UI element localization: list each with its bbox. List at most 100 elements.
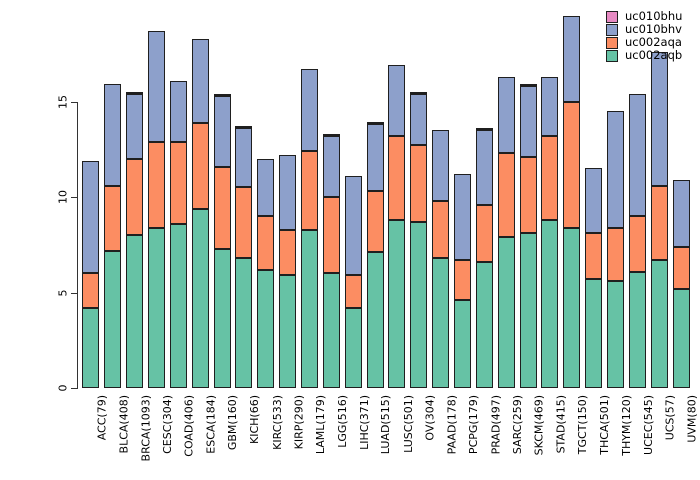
y-tick-label: 15	[56, 94, 70, 109]
bar-group-gbm	[211, 14, 233, 388]
segment-uc010bhv	[563, 15, 581, 102]
segment-uc010bhv	[607, 111, 625, 228]
x-label-cell: UVM(80)	[670, 395, 699, 480]
segment-uc010bhv	[454, 174, 472, 261]
segment-uc010bhv	[519, 86, 537, 157]
bar-group-kich	[233, 14, 255, 388]
stacked-bar	[322, 133, 340, 388]
stacked-bar	[388, 65, 406, 388]
segment-uc002aqb	[169, 223, 187, 388]
x-label-cell: PCPG(179)	[452, 395, 480, 480]
segment-uc002aqa	[235, 187, 253, 259]
y-tick-label: 5	[56, 289, 70, 296]
segment-uc002aqa	[104, 185, 122, 251]
segment-uc010bhu	[213, 93, 231, 96]
x-label-cell: SARC(259)	[495, 395, 524, 480]
stacked-bar	[82, 160, 100, 388]
y-tick	[71, 388, 77, 389]
x-label-cell: THYM(120)	[605, 395, 633, 480]
legend-label: uc002aqa	[625, 35, 682, 49]
stacked-bar	[235, 126, 253, 388]
bar-group-prad	[473, 14, 495, 388]
segment-uc002aqa	[628, 216, 646, 272]
segment-uc002aqa	[322, 197, 340, 274]
x-label-cell: OV(304)	[408, 395, 436, 480]
segment-uc002aqa	[475, 204, 493, 262]
segment-uc010bhv	[650, 51, 668, 186]
x-label-cell: PAAD(178)	[430, 395, 458, 480]
stacked-bar	[563, 15, 581, 388]
segment-uc002aqa	[454, 260, 472, 301]
x-label-cell: BRCA(1093)	[124, 395, 152, 480]
x-label-cell: LAML(179)	[299, 395, 327, 480]
y-tick-label: 10	[56, 190, 70, 204]
bar-group-brca	[124, 14, 146, 388]
segment-uc002aqb	[497, 237, 515, 388]
segment-uc002aqb	[148, 227, 165, 388]
legend-entry-uc010bhv: uc010bhv	[606, 23, 682, 36]
segment-uc002aqa	[279, 229, 297, 276]
stacked-bar	[519, 84, 537, 388]
segment-uc002aqa	[213, 166, 231, 249]
segment-uc010bhv	[388, 65, 406, 136]
segment-uc002aqa	[672, 246, 690, 289]
x-label-cell: SKCM(469)	[517, 395, 546, 480]
x-label-cell: BLCA(408)	[102, 395, 130, 480]
bar-group-blca	[102, 14, 124, 388]
segment-uc002aqa	[148, 141, 165, 228]
x-label-cell: KICH(66)	[233, 395, 261, 480]
segment-uc010bhu	[235, 126, 253, 129]
legend-swatch-uc010bhu	[606, 10, 618, 23]
segment-uc002aqb	[432, 258, 450, 388]
segment-uc002aqb	[607, 281, 625, 388]
bar-group-skcm	[517, 14, 539, 388]
stacked-bar	[607, 111, 625, 388]
segment-uc002aqb	[650, 260, 668, 388]
x-label-cell: KIRC(533)	[255, 395, 283, 480]
segment-uc010bhu	[410, 91, 428, 94]
segment-uc002aqa	[585, 233, 603, 280]
legend-label: uc010bhv	[625, 22, 682, 36]
segment-uc002aqb	[585, 279, 603, 388]
segment-uc010bhv	[148, 30, 165, 142]
segment-uc002aqb	[628, 271, 646, 388]
segment-uc002aqb	[475, 261, 493, 388]
stacked-bar	[257, 158, 275, 388]
stacked-bar	[301, 69, 319, 388]
segment-uc010bhu	[366, 122, 384, 125]
segment-uc002aqb	[563, 227, 581, 388]
segment-uc002aqa	[388, 135, 406, 220]
segment-uc002aqa	[519, 156, 537, 234]
stacked-bar	[497, 76, 515, 388]
segment-uc002aqa	[366, 191, 384, 253]
bar-group-thym	[605, 14, 627, 388]
bar-group-lusc	[386, 14, 408, 388]
x-label-cell: LUAD(515)	[364, 395, 393, 480]
segment-uc002aqb	[235, 258, 253, 388]
stacked-bar	[279, 155, 297, 388]
segment-uc002aqa	[82, 273, 100, 308]
bar-group-ov	[408, 14, 430, 388]
stacked-bar	[191, 38, 209, 388]
x-label-cell: UCS(57)	[648, 395, 677, 480]
segment-uc010bhu	[519, 84, 537, 87]
segment-uc002aqb	[454, 300, 472, 388]
bar-group-luad	[364, 14, 386, 388]
y-tick	[71, 101, 77, 103]
x-axis-labels: ACC(79) BLCA(408) BRCA(1093) CESC(304) COAD(…	[80, 395, 699, 480]
segment-uc002aqa	[126, 158, 144, 236]
segment-uc010bhv	[279, 155, 297, 230]
y-tick-label: 0	[56, 384, 70, 392]
bar-group-paad	[430, 14, 452, 388]
bar-group-esca	[189, 14, 211, 388]
segment-uc002aqb	[541, 219, 559, 388]
legend: uc010bhu uc010bhv uc002aqa uc002aqb	[606, 10, 682, 62]
x-label-cell: THCA(501)	[583, 395, 611, 480]
segment-uc010bhv	[344, 176, 362, 276]
bar-group-pcpg	[452, 14, 474, 388]
stacked-bar	[366, 122, 384, 388]
bar-group-sarc	[495, 14, 517, 388]
bar-group-thca	[583, 14, 605, 388]
segment-uc010bhv	[257, 158, 275, 217]
segment-uc002aqa	[497, 153, 515, 238]
